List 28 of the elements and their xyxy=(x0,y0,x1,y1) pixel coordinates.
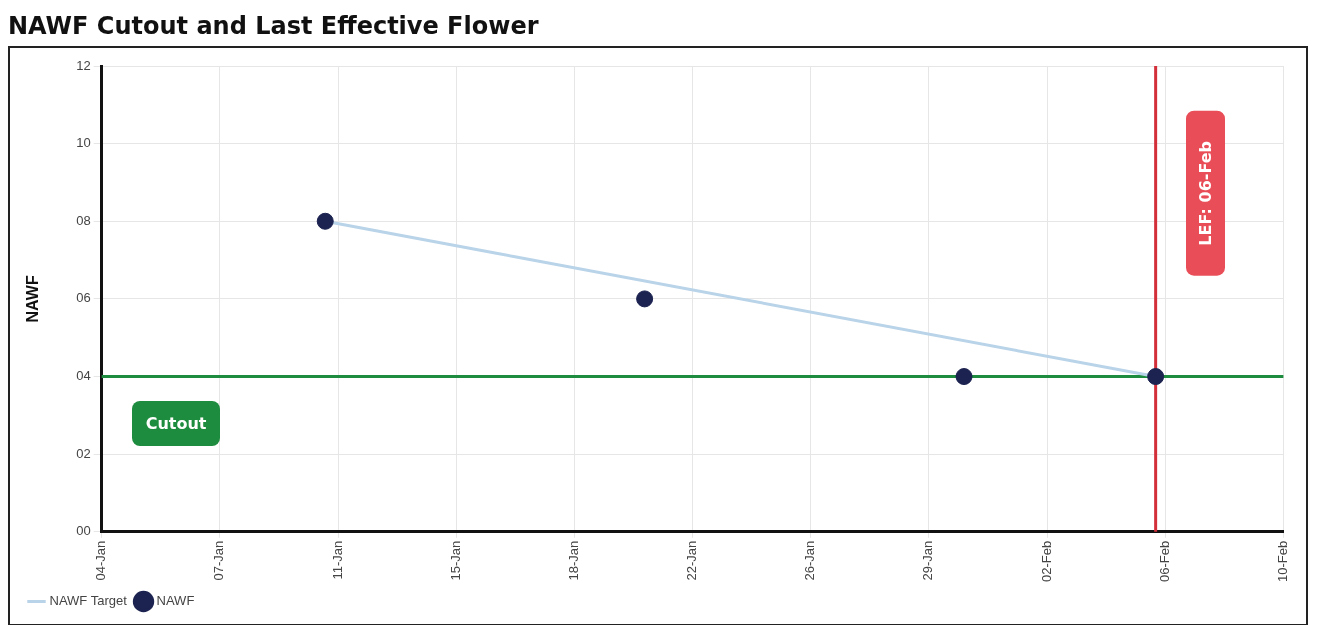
x-tick-label: 18-Jan xyxy=(565,540,581,581)
y-tick-label: 12 xyxy=(76,57,91,73)
x-tick-label: 15-Jan xyxy=(447,540,463,581)
x-tick-label: 29-Jan xyxy=(920,540,936,581)
label-tag: Cutout xyxy=(131,400,221,446)
x-tick-label: 22-Jan xyxy=(684,540,700,581)
y-tick-label: 08 xyxy=(76,212,91,228)
x-tick-label: 02-Feb xyxy=(1038,540,1054,583)
legend-label: NAWF Target xyxy=(49,593,128,609)
point xyxy=(636,290,654,308)
x-tick-label: 10-Feb xyxy=(1274,540,1290,583)
y-tick-label: 06 xyxy=(76,290,91,306)
point xyxy=(316,212,334,230)
y-tick-label: 04 xyxy=(76,368,91,384)
y-tick-label: 00 xyxy=(76,523,91,539)
y-tick-label: 02 xyxy=(76,445,91,461)
x-tick-label: 07-Jan xyxy=(211,540,227,581)
label-tag: LEF: 06-Feb xyxy=(1185,111,1225,276)
x-tick-label: 04-Jan xyxy=(93,540,109,581)
point xyxy=(955,368,973,386)
x-tick-label: 11-Jan xyxy=(329,540,345,580)
point xyxy=(1147,368,1165,386)
x-tick-label: 06-Feb xyxy=(1156,540,1172,583)
chart-title: NAWF Cutout and Last Effective Flower xyxy=(8,12,539,40)
y-tick-label: 10 xyxy=(76,135,91,151)
y-axis-title: NAWF xyxy=(24,275,42,323)
legend-label: NAWF xyxy=(156,593,195,609)
x-tick-label: 26-Jan xyxy=(802,540,818,581)
